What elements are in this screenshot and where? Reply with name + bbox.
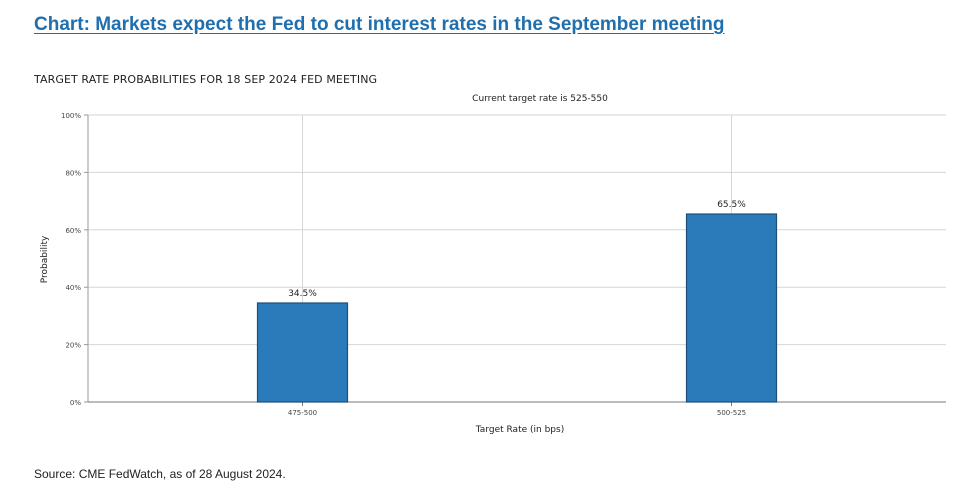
- y-axis-label: Probability: [40, 235, 50, 283]
- chart-subtitle: Current target rate is 525-550: [472, 94, 608, 104]
- chart-title: TARGET RATE PROBABILITIES FOR 18 SEP 202…: [34, 73, 378, 86]
- y-tick-label: 20%: [65, 342, 81, 350]
- data-label: 34.5%: [288, 289, 317, 299]
- headline[interactable]: Chart: Markets expect the Fed to cut int…: [34, 14, 725, 35]
- data-label: 65.5%: [717, 200, 746, 210]
- y-tick-label: 80%: [65, 169, 81, 177]
- gridlines: [88, 114, 946, 402]
- x-tick-label: 475-500: [288, 409, 317, 417]
- y-tick-label: 60%: [65, 227, 81, 235]
- y-tick-label: 0%: [70, 399, 81, 407]
- axes: [84, 114, 946, 406]
- chart-labels: 0% 20% 40% 60% 80% 100% 34.5% 475-500 65.5% 500-5…: [40, 112, 746, 435]
- x-axis-label: Target Rate (in bps): [475, 425, 564, 435]
- bars: [256, 213, 778, 403]
- bar: [685, 213, 778, 403]
- bar: [256, 302, 349, 403]
- source-note: Source: CME FedWatch, as of 28 August 20…: [34, 467, 286, 481]
- y-tick-label: 40%: [65, 284, 81, 292]
- y-tick-label: 100%: [61, 112, 81, 120]
- x-tick-label: 500-525: [717, 409, 746, 417]
